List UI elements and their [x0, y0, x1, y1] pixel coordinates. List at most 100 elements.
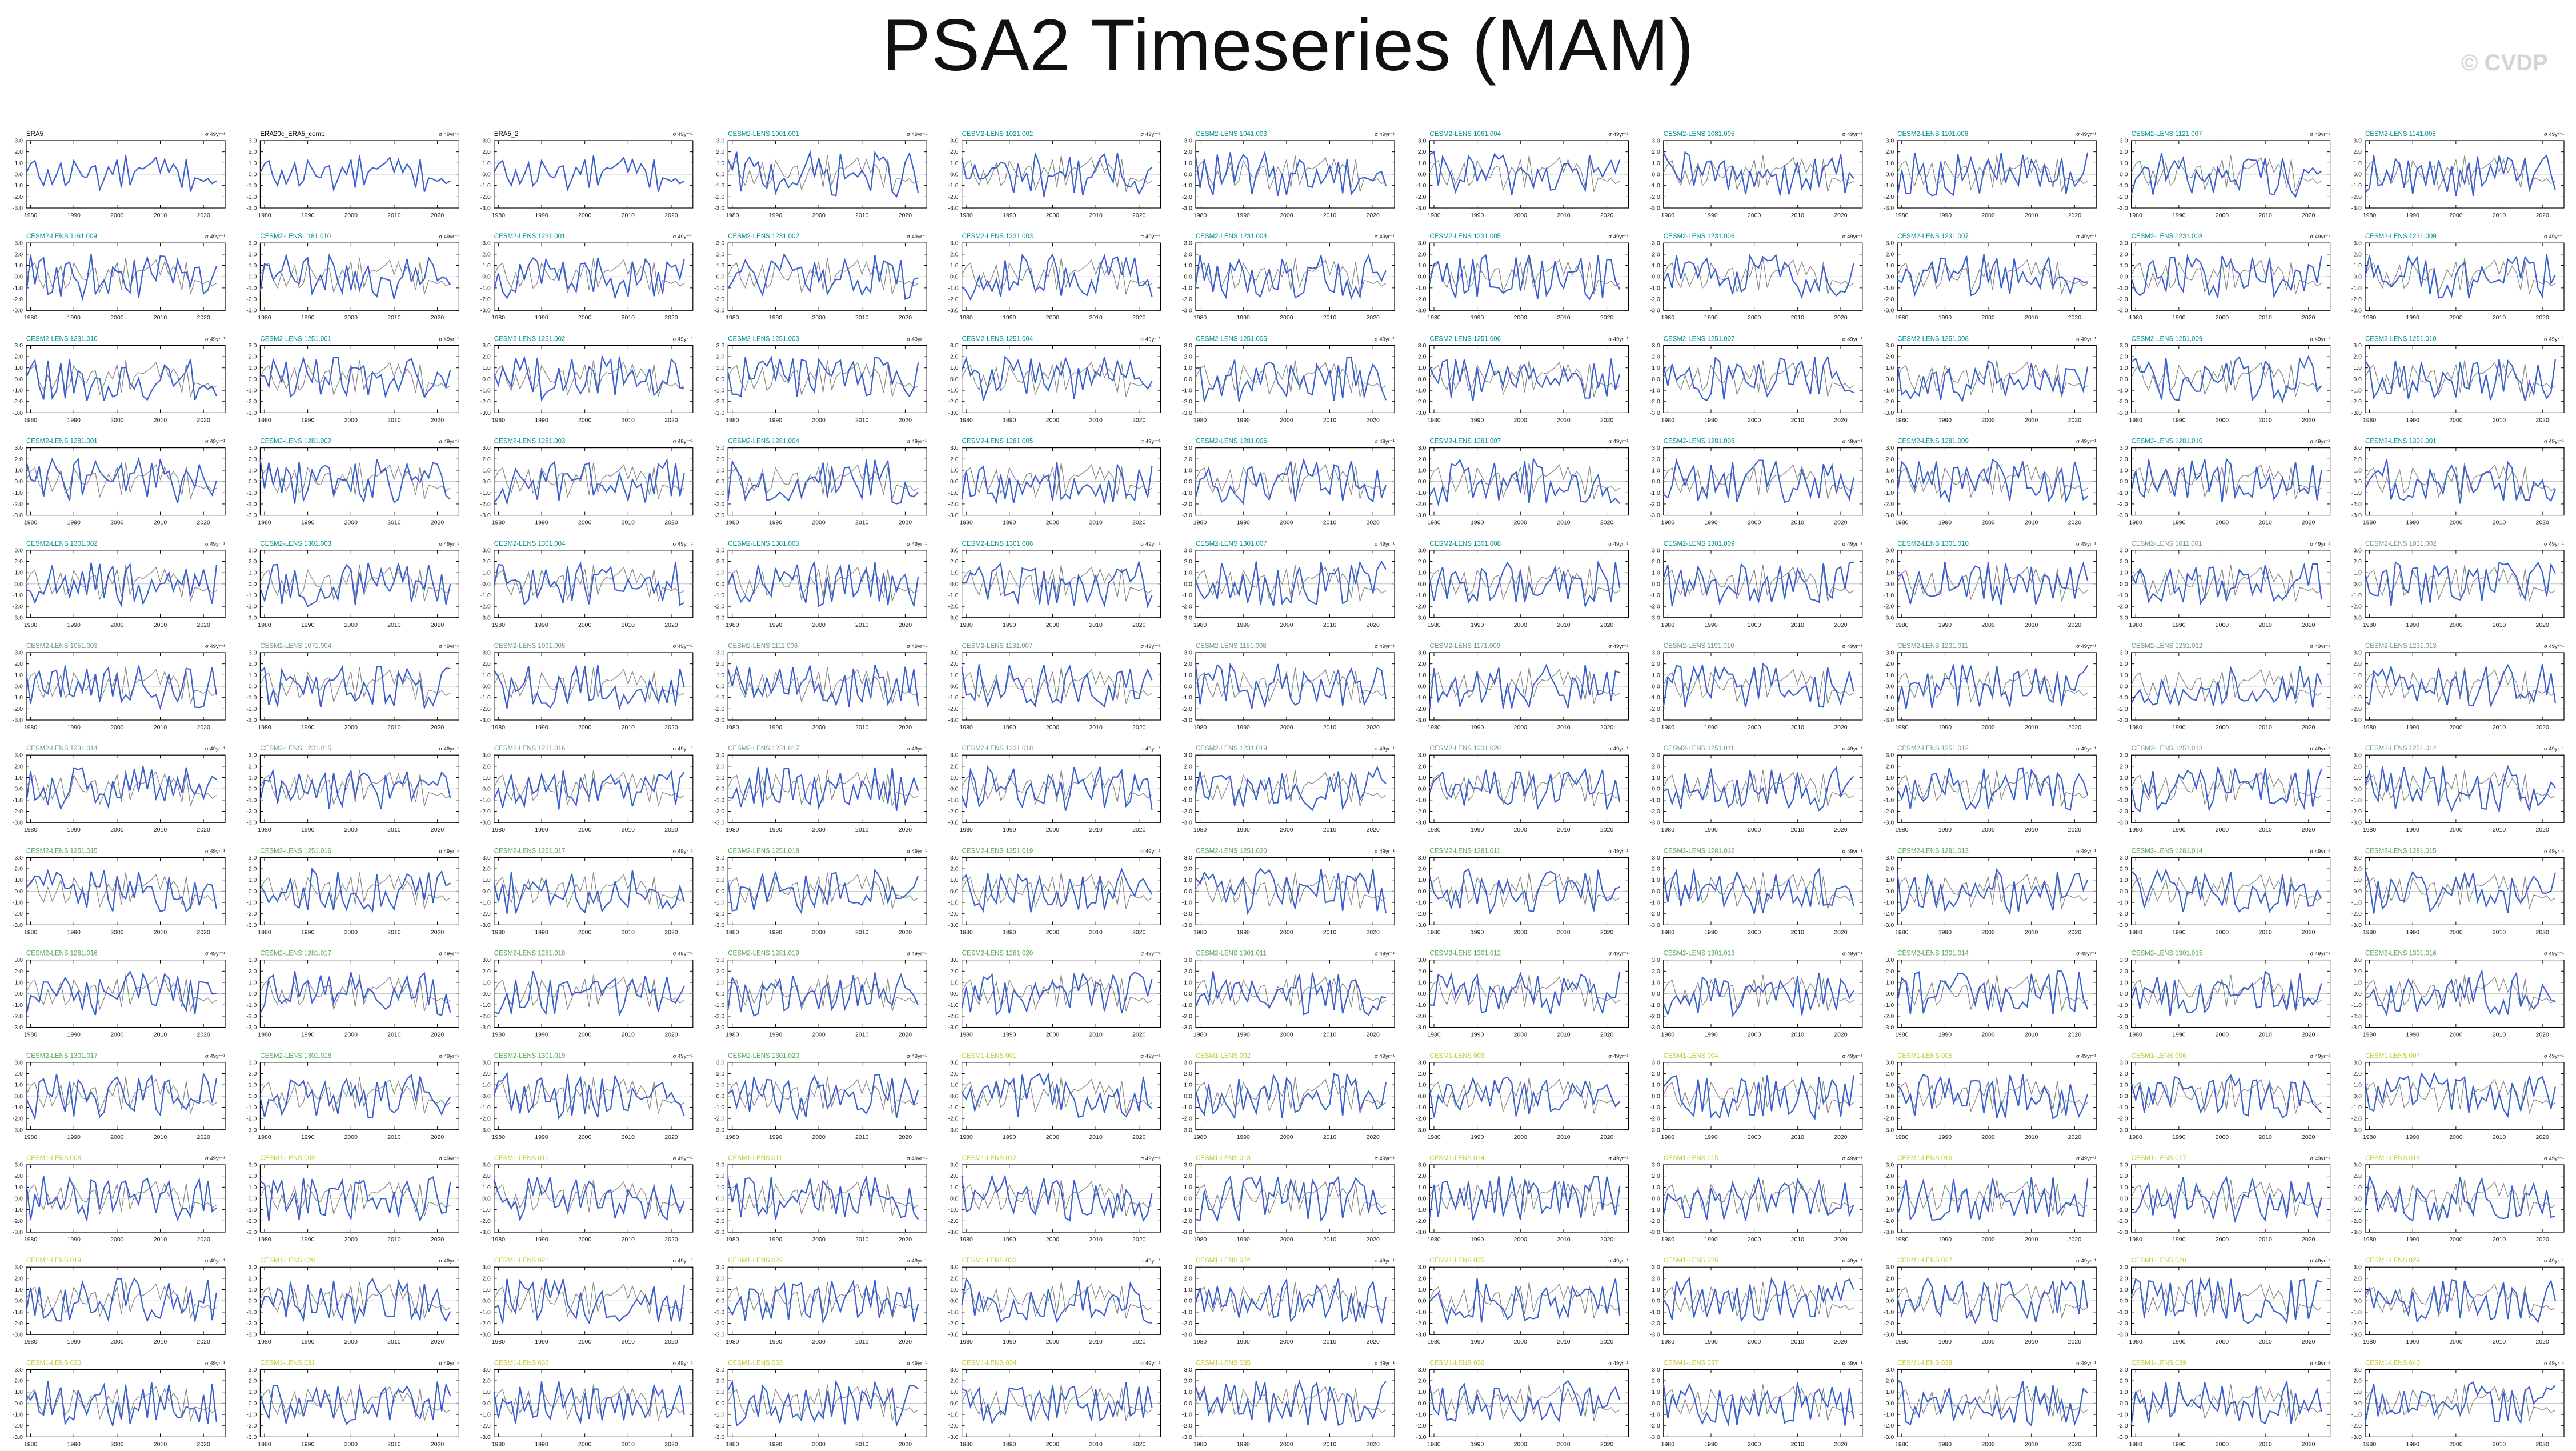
x-tick-label: 2010 — [1791, 724, 1805, 731]
x-tick-label: 2020 — [1366, 724, 1380, 731]
panel-units: σ 49yr⁻¹ — [1375, 746, 1395, 752]
x-tick-label: 1990 — [1003, 519, 1016, 526]
x-tick-label: 2010 — [154, 724, 167, 731]
x-tick-label: 1990 — [1003, 1032, 1016, 1038]
y-tick-label: 0.0 — [2120, 478, 2128, 485]
x-tick-label: 1980 — [1427, 1134, 1441, 1141]
y-tick-label: 0.0 — [1886, 990, 1894, 997]
x-tick-label: 2020 — [2535, 212, 2549, 219]
x-tick-label: 2010 — [855, 1032, 869, 1038]
y-tick-label: 1.0 — [2120, 365, 2128, 371]
x-tick-label: 1990 — [2172, 826, 2186, 833]
x-tick-label: 2020 — [1834, 929, 1848, 936]
x-tick-label: 2010 — [855, 314, 869, 321]
y-tick-label: 1.0 — [1886, 877, 1894, 884]
x-tick-label: 2020 — [1600, 826, 1614, 833]
panel-units: σ 49yr⁻¹ — [205, 848, 225, 854]
timeseries-panel: CESM1-LENS 009 σ 49yr⁻¹3.02.01.00.0-1.0-2… — [246, 1155, 459, 1243]
y-tick-label: 1.0 — [14, 979, 23, 986]
panel-title: CESM2-LENS 1081.005 — [1664, 131, 1735, 138]
model-series-line — [2130, 868, 2322, 913]
y-tick-label: -3.0 — [480, 717, 491, 724]
x-tick-label: 2000 — [1046, 1032, 1060, 1038]
x-tick-label: 1980 — [492, 519, 506, 526]
y-tick-label: 0.0 — [1652, 683, 1660, 690]
y-tick-label: 2.0 — [716, 763, 725, 770]
x-tick-label: 1990 — [67, 622, 81, 629]
y-tick-label: -1.0 — [1416, 592, 1426, 599]
y-tick-label: 3.0 — [2353, 240, 2362, 247]
panel-title: CESM1-LENS 002 — [1196, 1053, 1251, 1060]
y-tick-label: 3.0 — [716, 547, 725, 554]
x-tick-label: 2000 — [1748, 724, 1761, 731]
y-tick-label: 1.0 — [249, 1082, 257, 1089]
y-tick-label: -2.0 — [1182, 398, 1192, 405]
timeseries-panel: CESM2-LENS 1041.003 σ 49yr⁻¹3.02.01.00.0-… — [1182, 131, 1395, 219]
panel-units: σ 49yr⁻¹ — [205, 951, 225, 957]
x-tick-label: 1980 — [1427, 826, 1441, 833]
model-series-line — [1897, 767, 2089, 811]
reference-series-line — [2131, 667, 2322, 704]
y-tick-label: 1.0 — [2353, 979, 2362, 986]
x-tick-label: 2020 — [1366, 929, 1380, 936]
timeseries-panel: CESM2-LENS 1251.014 σ 49yr⁻¹3.02.01.00.0-… — [2351, 745, 2565, 833]
x-tick-label: 1990 — [301, 1134, 315, 1141]
y-tick-label: -2.0 — [2351, 808, 2362, 815]
timeseries-panel: CESM2-LENS 1151.008 σ 49yr⁻¹3.02.01.00.0-… — [1182, 643, 1395, 731]
x-tick-label: 1980 — [2129, 622, 2142, 629]
x-tick-label: 1980 — [726, 417, 739, 423]
y-tick-label: 1.0 — [1184, 1184, 1192, 1191]
x-tick-label: 1980 — [258, 622, 271, 629]
x-tick-label: 1980 — [1661, 826, 1675, 833]
x-tick-label: 1990 — [2172, 212, 2186, 219]
x-tick-label: 2010 — [622, 417, 635, 423]
y-tick-label: 3.0 — [14, 650, 23, 657]
y-tick-label: 0.0 — [1652, 1093, 1660, 1100]
y-tick-label: 1.0 — [482, 1082, 491, 1089]
x-tick-label: 2020 — [1600, 1032, 1614, 1038]
x-tick-label: 1990 — [2406, 826, 2420, 833]
y-tick-label: -1.0 — [1416, 285, 1426, 291]
y-tick-label: 1.0 — [14, 467, 23, 474]
panel-units: σ 49yr⁻¹ — [439, 643, 459, 650]
panel-title: ERA5 — [26, 131, 43, 138]
panel-title: CESM2-LENS 1141.008 — [2365, 131, 2436, 138]
y-tick-label: -2.0 — [1182, 194, 1192, 201]
y-tick-label: 0.0 — [1886, 786, 1894, 793]
y-tick-label: 2.0 — [482, 661, 491, 667]
timeseries-panel: CESM2-LENS 1301.009 σ 49yr⁻¹3.02.01.00.0-… — [1650, 541, 1863, 629]
panel-title: CESM2-LENS 1301.004 — [494, 541, 566, 547]
y-tick-label: 1.0 — [482, 877, 491, 884]
x-tick-label: 2000 — [1981, 826, 1995, 833]
x-tick-label: 1980 — [1895, 1134, 1909, 1141]
model-series-line — [493, 770, 685, 810]
y-tick-label: -3.0 — [13, 717, 23, 724]
y-tick-label: 3.0 — [14, 957, 23, 964]
reference-series-line — [494, 770, 685, 806]
y-tick-label: -2.0 — [1650, 1013, 1660, 1020]
reference-series-line — [727, 360, 919, 397]
y-tick-label: 0.0 — [482, 786, 491, 793]
y-tick-label: 0.0 — [14, 478, 23, 485]
x-tick-label: 2020 — [1132, 417, 1146, 423]
y-tick-label: 3.0 — [950, 650, 959, 657]
x-tick-label: 2000 — [344, 212, 358, 219]
x-tick-label: 1980 — [2129, 417, 2142, 423]
reference-series-line — [1897, 360, 2088, 397]
y-tick-label: 1.0 — [1184, 467, 1192, 474]
timeseries-panel: CESM1-LENS 001 σ 49yr⁻¹3.02.01.00.0-1.0-2… — [948, 1053, 1161, 1141]
x-tick-label: 2000 — [1280, 1134, 1293, 1141]
reference-series-line — [1897, 462, 2088, 499]
model-series-line — [961, 1072, 1153, 1118]
x-tick-label: 2020 — [2302, 519, 2315, 526]
panel-units: σ 49yr⁻¹ — [2076, 848, 2096, 854]
y-tick-label: -1.0 — [246, 592, 257, 599]
y-tick-label: 0.0 — [1652, 888, 1660, 895]
panel-title: CESM1-LENS 013 — [1196, 1155, 1251, 1162]
y-tick-label: -1.0 — [1182, 285, 1192, 291]
model-series-line — [1897, 868, 2089, 916]
y-tick-label: -3.0 — [246, 820, 257, 826]
y-tick-label: 1.0 — [1652, 979, 1660, 986]
panel-title: CESM2-LENS 1251.001 — [260, 335, 331, 342]
x-tick-label: 2020 — [1366, 1134, 1380, 1141]
